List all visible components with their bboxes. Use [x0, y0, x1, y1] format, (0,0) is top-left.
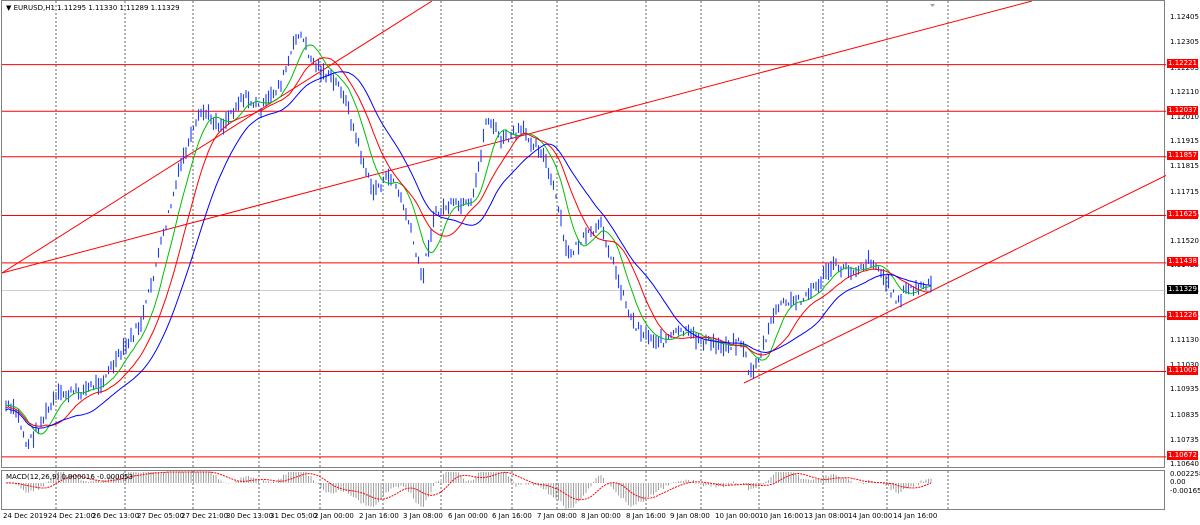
time-tick-label: 6 Jan 16:00 [492, 512, 532, 520]
level-price-tag: 1.11625 [1167, 210, 1198, 220]
level-price-tag: 1.10672 [1167, 451, 1198, 461]
level-price-tag: 1.11857 [1167, 151, 1198, 161]
price-tick-label: 1.11915 [1170, 137, 1199, 146]
trend-line [2, 1, 433, 274]
symbol-ohlc-text: EURUSD,H1 1.11295 1.11330 1.11289 1.1132… [13, 4, 180, 12]
time-tick-label: 7 Jan 08:00 [537, 512, 577, 520]
macd-canvas[interactable] [2, 471, 1166, 511]
price-tick-label: 1.11715 [1170, 187, 1199, 196]
level-price-tag: 1.11438 [1167, 257, 1198, 267]
price-tick-label: 1.10835 [1170, 410, 1199, 419]
macd-axis[interactable]: 0.0022580.00-0.00165 [1166, 470, 1200, 510]
time-tick-label: 2 Jan 00:00 [314, 512, 354, 520]
price-chart-pane[interactable]: ▼ EURUSD,H1 1.11295 1.11330 1.11289 1.11… [1, 0, 1166, 469]
price-tick-label: 1.11520 [1170, 237, 1199, 246]
macd-tick-label: 0.00 [1170, 478, 1186, 486]
trend-line [2, 1, 1033, 274]
time-tick-label: 26 Dec 13:00 [92, 512, 140, 520]
price-tick-label: 1.11815 [1170, 162, 1199, 171]
time-tick-label: 14 Jan 16:00 [893, 512, 938, 520]
price-axis[interactable]: 1.124051.123051.122051.121101.120101.119… [1166, 0, 1200, 468]
price-tick-label: 1.10640 [1170, 460, 1199, 468]
triangle-down-icon[interactable]: ▼ [6, 4, 12, 12]
price-tick-label: 1.10935 [1170, 385, 1199, 394]
level-price-tag: 1.11009 [1167, 366, 1198, 376]
ma-fast-line [5, 44, 932, 435]
price-tick-label: 1.12110 [1170, 87, 1199, 96]
time-tick-label: 24 Dec 21:00 [48, 512, 96, 520]
time-tick-label: 14 Jan 00:00 [848, 512, 893, 520]
price-tick-label: 1.12010 [1170, 113, 1199, 122]
macd-tick-label: 0.002258 [1170, 470, 1200, 478]
price-tick-label: 1.12305 [1170, 38, 1199, 47]
price-tick-label: 1.11030 [1170, 361, 1199, 369]
time-tick-label: 3 Jan 08:00 [403, 512, 443, 520]
macd-tick-label: -0.00165 [1170, 487, 1200, 495]
time-tick-label: 6 Jan 00:00 [448, 512, 488, 520]
ma-slow-line [5, 71, 932, 429]
time-tick-label: 13 Jan 08:00 [804, 512, 849, 520]
price-tick-label: 1.10735 [1170, 435, 1199, 444]
time-tick-label: 27 Dec 05:00 [137, 512, 185, 520]
time-tick-label: 27 Dec 21:00 [181, 512, 229, 520]
price-tick-label: 1.11130 [1170, 335, 1199, 344]
time-tick-label: 2 Jan 16:00 [359, 512, 399, 520]
time-tick-label: 8 Jan 16:00 [626, 512, 666, 520]
time-tick-label: 9 Jan 08:00 [670, 512, 710, 520]
time-tick-label: 10 Jan 16:00 [759, 512, 804, 520]
macd-pane[interactable]: MACD(12,26,9) 0.000016 -0.000053 [1, 470, 1166, 511]
time-axis[interactable]: 24 Dec 2019 24 Dec 21:00 26 Dec 13:00 27 De… [0, 510, 1166, 525]
price-chart-canvas[interactable] [2, 1, 1166, 469]
symbol-info: ▼ EURUSD,H1 1.11295 1.11330 1.11289 1.11… [6, 4, 180, 12]
macd-label: MACD(12,26,9) 0.000016 -0.000053 [6, 473, 133, 481]
price-tick-label: 1.12405 [1170, 13, 1199, 21]
chart-shift-marker [930, 4, 935, 7]
time-tick-label: 10 Jan 00:00 [715, 512, 760, 520]
time-tick-label: 31 Dec 05:00 [270, 512, 318, 520]
ma-mid-line [5, 57, 932, 427]
time-tick-label: 8 Jan 00:00 [581, 512, 621, 520]
level-price-tag: 1.12221 [1167, 59, 1198, 69]
trend-line [743, 174, 1166, 384]
current-price-tag: 1.11329 [1167, 285, 1198, 294]
level-price-tag: 1.12037 [1167, 105, 1198, 115]
time-tick-label: 30 Dec 13:00 [226, 512, 274, 520]
macd-signal-line [5, 471, 932, 501]
time-tick-label: 24 Dec 2019 [3, 512, 48, 520]
level-price-tag: 1.11226 [1167, 311, 1198, 321]
